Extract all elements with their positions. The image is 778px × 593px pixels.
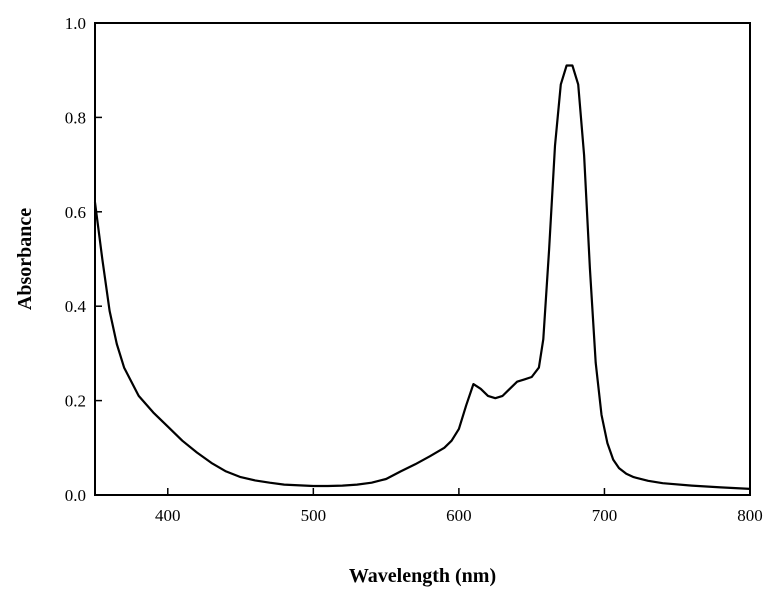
y-tick-label: 0.8 — [65, 108, 86, 127]
x-tick-label: 500 — [301, 506, 327, 525]
y-tick-label: 1.0 — [65, 14, 86, 33]
x-tick-label: 800 — [737, 506, 763, 525]
x-axis-title: Wavelength (nm) — [349, 565, 496, 587]
y-tick-label: 0.6 — [65, 203, 86, 222]
x-tick-label: 600 — [446, 506, 472, 525]
y-tick-label: 0.0 — [65, 486, 86, 505]
absorbance-series-line — [93, 64, 751, 490]
y-tick-label: 0.4 — [65, 297, 87, 316]
plot-frame — [94, 22, 751, 496]
x-tick-label: 700 — [592, 506, 618, 525]
y-tick-label: 0.2 — [65, 392, 86, 411]
x-tick-label: 400 — [155, 506, 181, 525]
y-axis-title: Absorbance — [14, 208, 36, 310]
